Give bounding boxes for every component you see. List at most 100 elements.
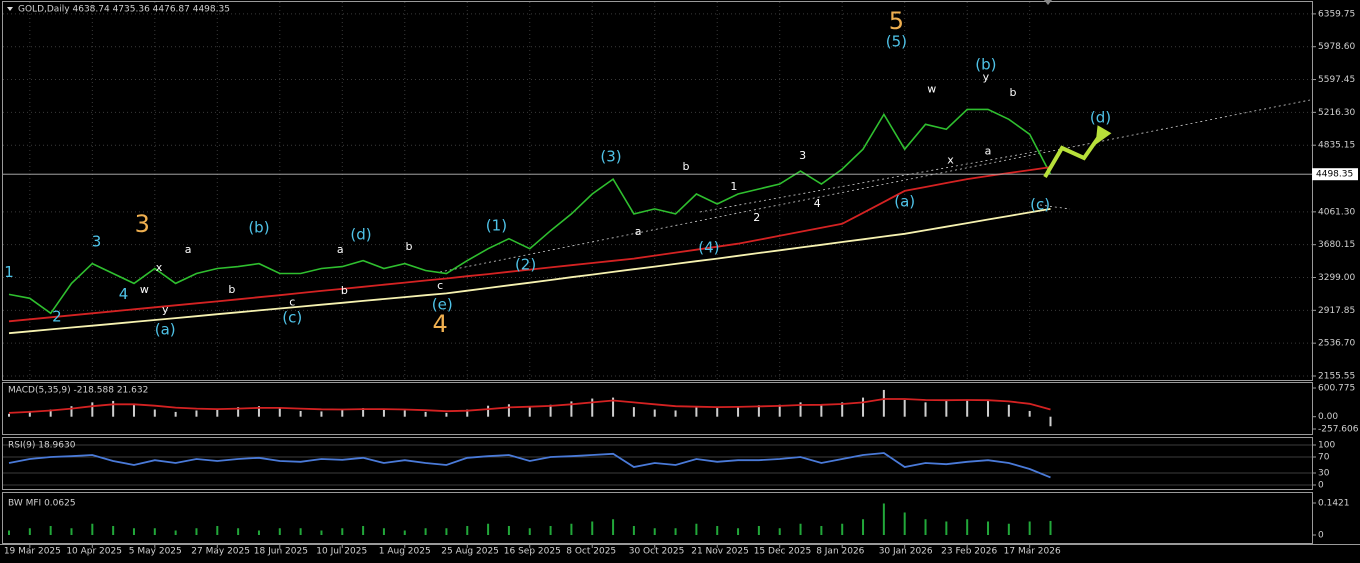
x-tick-label: 8 Oct 2025: [566, 547, 616, 557]
histogram-bar: [966, 399, 969, 417]
wave-label: (a): [155, 320, 176, 338]
histogram-bar: [820, 404, 823, 417]
y-tick-label: 3680.15: [1318, 240, 1355, 250]
histogram-bar: [903, 512, 906, 535]
y-tick-label: 0: [1318, 481, 1324, 491]
wave-label: (c): [1030, 195, 1050, 213]
wave-label: b: [405, 240, 412, 253]
histogram-bar: [320, 411, 323, 417]
forecast-arrowhead: [1095, 125, 1112, 145]
histogram-bar: [591, 521, 594, 535]
histogram-bar: [132, 404, 135, 417]
histogram-bar: [174, 411, 177, 417]
histogram-bar: [216, 525, 219, 535]
series-line: [8, 398, 1051, 414]
histogram-bar: [8, 413, 10, 417]
histogram-bar: [570, 523, 573, 535]
wave-label: (d): [1090, 108, 1111, 126]
mfi-frame: [2, 492, 1313, 544]
histogram-bar: [716, 525, 719, 535]
y-tick-label: 0.1421: [1318, 499, 1350, 509]
y-tick-label: 30: [1318, 469, 1330, 479]
wave-label: 4: [814, 197, 821, 210]
y-tick-label: 5597.45: [1318, 75, 1355, 85]
wave-label: b: [228, 283, 235, 296]
histogram-bar: [674, 410, 677, 417]
wave-label: 3: [135, 210, 150, 238]
histogram-bar: [737, 528, 740, 535]
rsi-title: RSI(9) 18.9630: [8, 441, 76, 451]
wave-label: x: [947, 153, 954, 166]
wave-label: 5: [889, 7, 904, 35]
wave-label: b: [1010, 86, 1017, 99]
wave-label: 3: [799, 149, 806, 162]
histogram-bar: [403, 530, 406, 535]
histogram-bar: [153, 528, 156, 535]
histogram-bar: [716, 408, 719, 417]
wave-label: 1: [4, 263, 14, 281]
histogram-bar: [112, 525, 115, 535]
macd-title: MACD(5,35,9) -218.588 21.632: [8, 386, 148, 396]
series-line: [8, 452, 1051, 479]
histogram-bar: [799, 523, 802, 535]
histogram-bar: [1028, 410, 1031, 417]
histogram-bar: [987, 400, 990, 417]
histogram-bar: [278, 408, 281, 417]
wave-label: (3): [600, 148, 621, 166]
wave-label: a: [985, 145, 992, 158]
histogram-bar: [132, 528, 135, 535]
histogram-bar: [612, 397, 615, 417]
macd-frame: [2, 382, 1313, 435]
y-tick-label: 4835.15: [1318, 141, 1355, 151]
menu-triangle[interactable]: [7, 7, 13, 11]
histogram-bar: [987, 521, 990, 535]
histogram-bar: [924, 402, 927, 417]
price-frame: [2, 1, 1313, 381]
chart-title: GOLD,Daily 4638.74 4735.36 4476.87 4498.…: [18, 5, 230, 15]
histogram-bar: [466, 525, 469, 535]
histogram-bar: [1049, 520, 1052, 535]
trend-line: [1039, 204, 1071, 210]
wave-label: w: [927, 83, 936, 96]
wave-label: b: [682, 160, 689, 173]
rsi-frame: [2, 437, 1313, 490]
histogram-bar: [112, 400, 115, 417]
histogram-bar: [528, 528, 531, 535]
forecast-arrow: [1043, 136, 1100, 179]
histogram-bar: [841, 523, 844, 535]
histogram-bar: [882, 503, 885, 535]
wave-label: (b): [975, 56, 996, 74]
histogram-bar: [299, 410, 302, 417]
histogram-bar: [1007, 404, 1010, 417]
wave-label: 2: [753, 211, 760, 224]
histogram-bar: [153, 409, 156, 417]
histogram-bar: [362, 525, 365, 535]
y-tick-label: 6359.75: [1318, 9, 1355, 19]
shift-marker: [1044, 0, 1052, 5]
x-tick-label: 19 Mar 2025: [4, 547, 61, 557]
histogram-bar: [362, 408, 365, 417]
histogram-bar: [903, 399, 906, 417]
last-price-label: 4498.35: [1316, 170, 1353, 180]
wave-label: a: [635, 225, 642, 238]
y-tick-label: 2536.70: [1318, 339, 1355, 349]
histogram-bar: [778, 404, 781, 417]
histogram-bar: [757, 525, 760, 535]
series-line: [8, 208, 1051, 335]
histogram-bar: [8, 530, 10, 535]
histogram-bar: [49, 525, 52, 535]
y-tick-label: 3299.00: [1318, 273, 1355, 283]
wave-label: w: [140, 283, 149, 296]
histogram-bar: [445, 528, 448, 535]
y-tick-label: 100: [1318, 441, 1335, 451]
y-tick-label: 600.775: [1318, 384, 1355, 394]
histogram-bar: [382, 409, 385, 417]
histogram-bar: [820, 525, 823, 535]
histogram-bar: [91, 523, 94, 535]
wave-label: 1: [730, 180, 737, 193]
histogram-bar: [445, 412, 448, 417]
histogram-bar: [424, 528, 427, 535]
y-tick-label: 0.00: [1318, 412, 1338, 422]
histogram-bar: [778, 528, 781, 535]
y-tick-label: 2155.55: [1318, 371, 1355, 381]
